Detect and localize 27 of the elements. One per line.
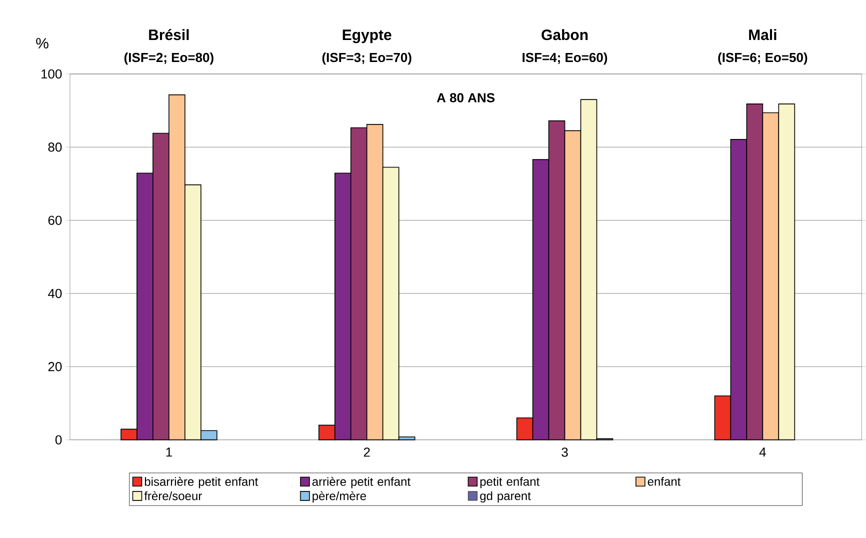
y-tick-label: 60 xyxy=(48,216,62,226)
legend-label: arrière petit enfant xyxy=(312,477,410,488)
y-tick-label: 40 xyxy=(48,288,62,298)
legend-label: frère/soeur xyxy=(144,491,202,500)
text: Egypte xyxy=(342,30,392,44)
y-tick-label: 20 xyxy=(48,362,62,372)
text: (ISF=3; Eo=70) xyxy=(322,52,412,65)
text: Mali xyxy=(749,29,776,40)
text: (ISF=2; Eo=80) xyxy=(124,52,214,65)
legend-label: bisarrière petit enfant xyxy=(144,477,258,488)
text: ISF=4; Eo=60) xyxy=(522,52,608,65)
y-tick-label: 0 xyxy=(55,435,62,445)
text: (ISF=6; Eo=50) xyxy=(718,52,808,65)
text: Brésil xyxy=(149,29,189,40)
legend-label: enfant xyxy=(648,477,681,486)
text: Gabon xyxy=(542,29,588,40)
x-tick-label: 2 xyxy=(364,448,370,457)
text: A 80 ANS xyxy=(436,93,495,102)
x-tick-label: 3 xyxy=(562,448,568,457)
legend-label: père/mère xyxy=(312,491,366,503)
x-tick-label: 4 xyxy=(759,448,766,457)
x-tick-label: 1 xyxy=(166,448,172,457)
legend-label: petit enfant xyxy=(480,477,540,488)
legend-label: gd parent xyxy=(480,491,531,503)
y-tick-label: 100 xyxy=(41,69,62,79)
y-axis-title: % xyxy=(36,38,48,49)
y-tick-label: 80 xyxy=(48,142,62,152)
